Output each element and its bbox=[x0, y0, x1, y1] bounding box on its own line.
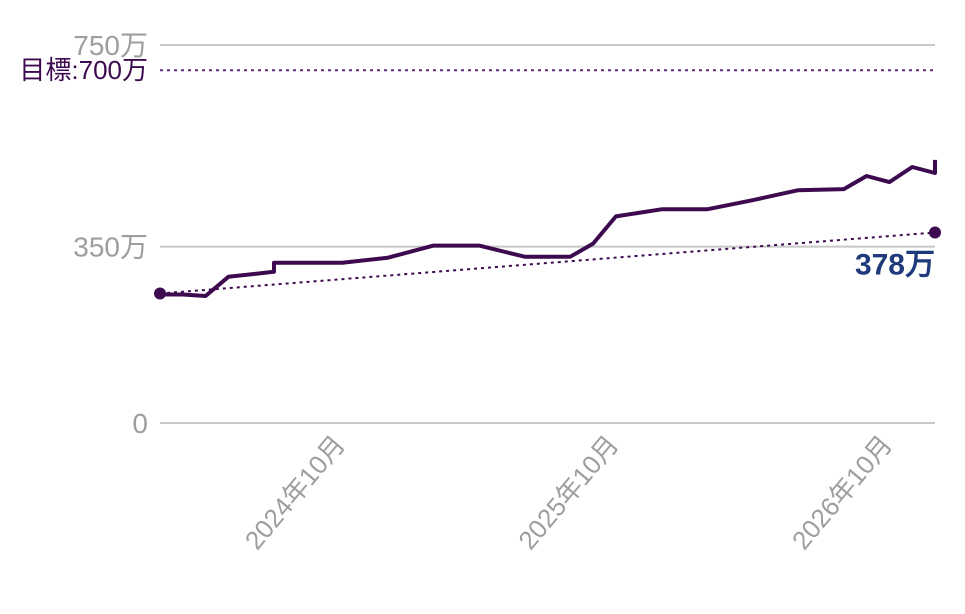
x-tick-label: 2026年10月 bbox=[786, 430, 898, 556]
trend-start-point bbox=[154, 287, 166, 300]
y-tick-label: 750万 bbox=[73, 30, 148, 61]
y-tick-label: 0 bbox=[132, 408, 148, 439]
x-tick-label: 2025年10月 bbox=[512, 430, 624, 556]
series-group: 378万 bbox=[154, 159, 941, 300]
x-axis-ticks: 2024年10月 2025年10月 2026年10月 bbox=[239, 430, 898, 556]
gridlines bbox=[160, 44, 935, 424]
x-tick-label: 2024年10月 bbox=[239, 430, 351, 556]
end-value-label: 378万 bbox=[855, 248, 935, 281]
y-tick-label: 350万 bbox=[73, 232, 148, 263]
series-line bbox=[160, 159, 937, 298]
trend-end-point bbox=[929, 226, 941, 239]
goal-line-group: 目標:700万 bbox=[19, 55, 935, 85]
y-axis-ticks: 0 350万 750万 bbox=[73, 30, 148, 439]
goal-label: 目標:700万 bbox=[19, 55, 148, 85]
